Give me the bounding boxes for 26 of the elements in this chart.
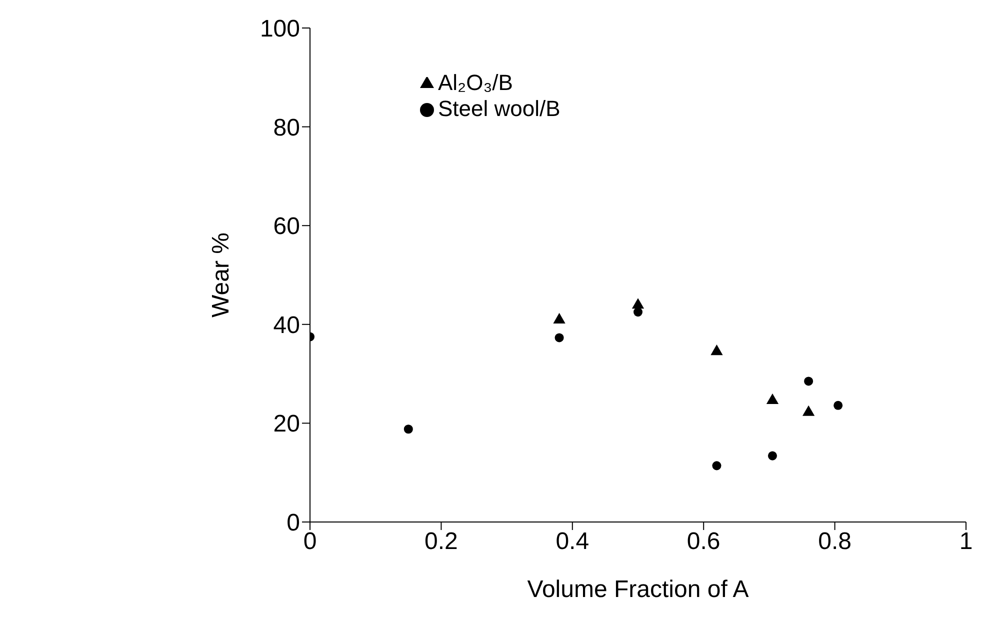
y-tick-label: 0 [286, 510, 300, 537]
point [710, 344, 723, 356]
x-tick-label: 0.6 [686, 528, 720, 556]
y-axis-title: Wear % [208, 232, 235, 318]
legend-label: Steel wool/B [438, 96, 560, 121]
x-tick-label: 0.8 [818, 528, 852, 556]
y-tick-label: 40 [273, 312, 300, 339]
x-tick-label: 0.4 [556, 528, 590, 556]
y-tick-label: 60 [273, 213, 300, 240]
x-axis-title: Volume Fraction of A [527, 576, 749, 603]
point [553, 312, 566, 324]
y-tick-label: 80 [273, 114, 300, 142]
point [712, 461, 722, 470]
point [768, 451, 777, 460]
x-tick-label: 0.2 [424, 528, 458, 556]
point [404, 424, 413, 434]
point [554, 333, 564, 342]
y-tick-label: 100 [260, 16, 300, 43]
point [804, 376, 814, 386]
point [834, 400, 843, 410]
y-tick-label: 20 [273, 410, 300, 438]
point [633, 308, 643, 317]
x-tick-label: 1 [959, 528, 973, 556]
point [632, 298, 644, 309]
legend-label: Al₂O₃/B [438, 70, 513, 95]
x-tick-label: 0 [303, 528, 317, 556]
